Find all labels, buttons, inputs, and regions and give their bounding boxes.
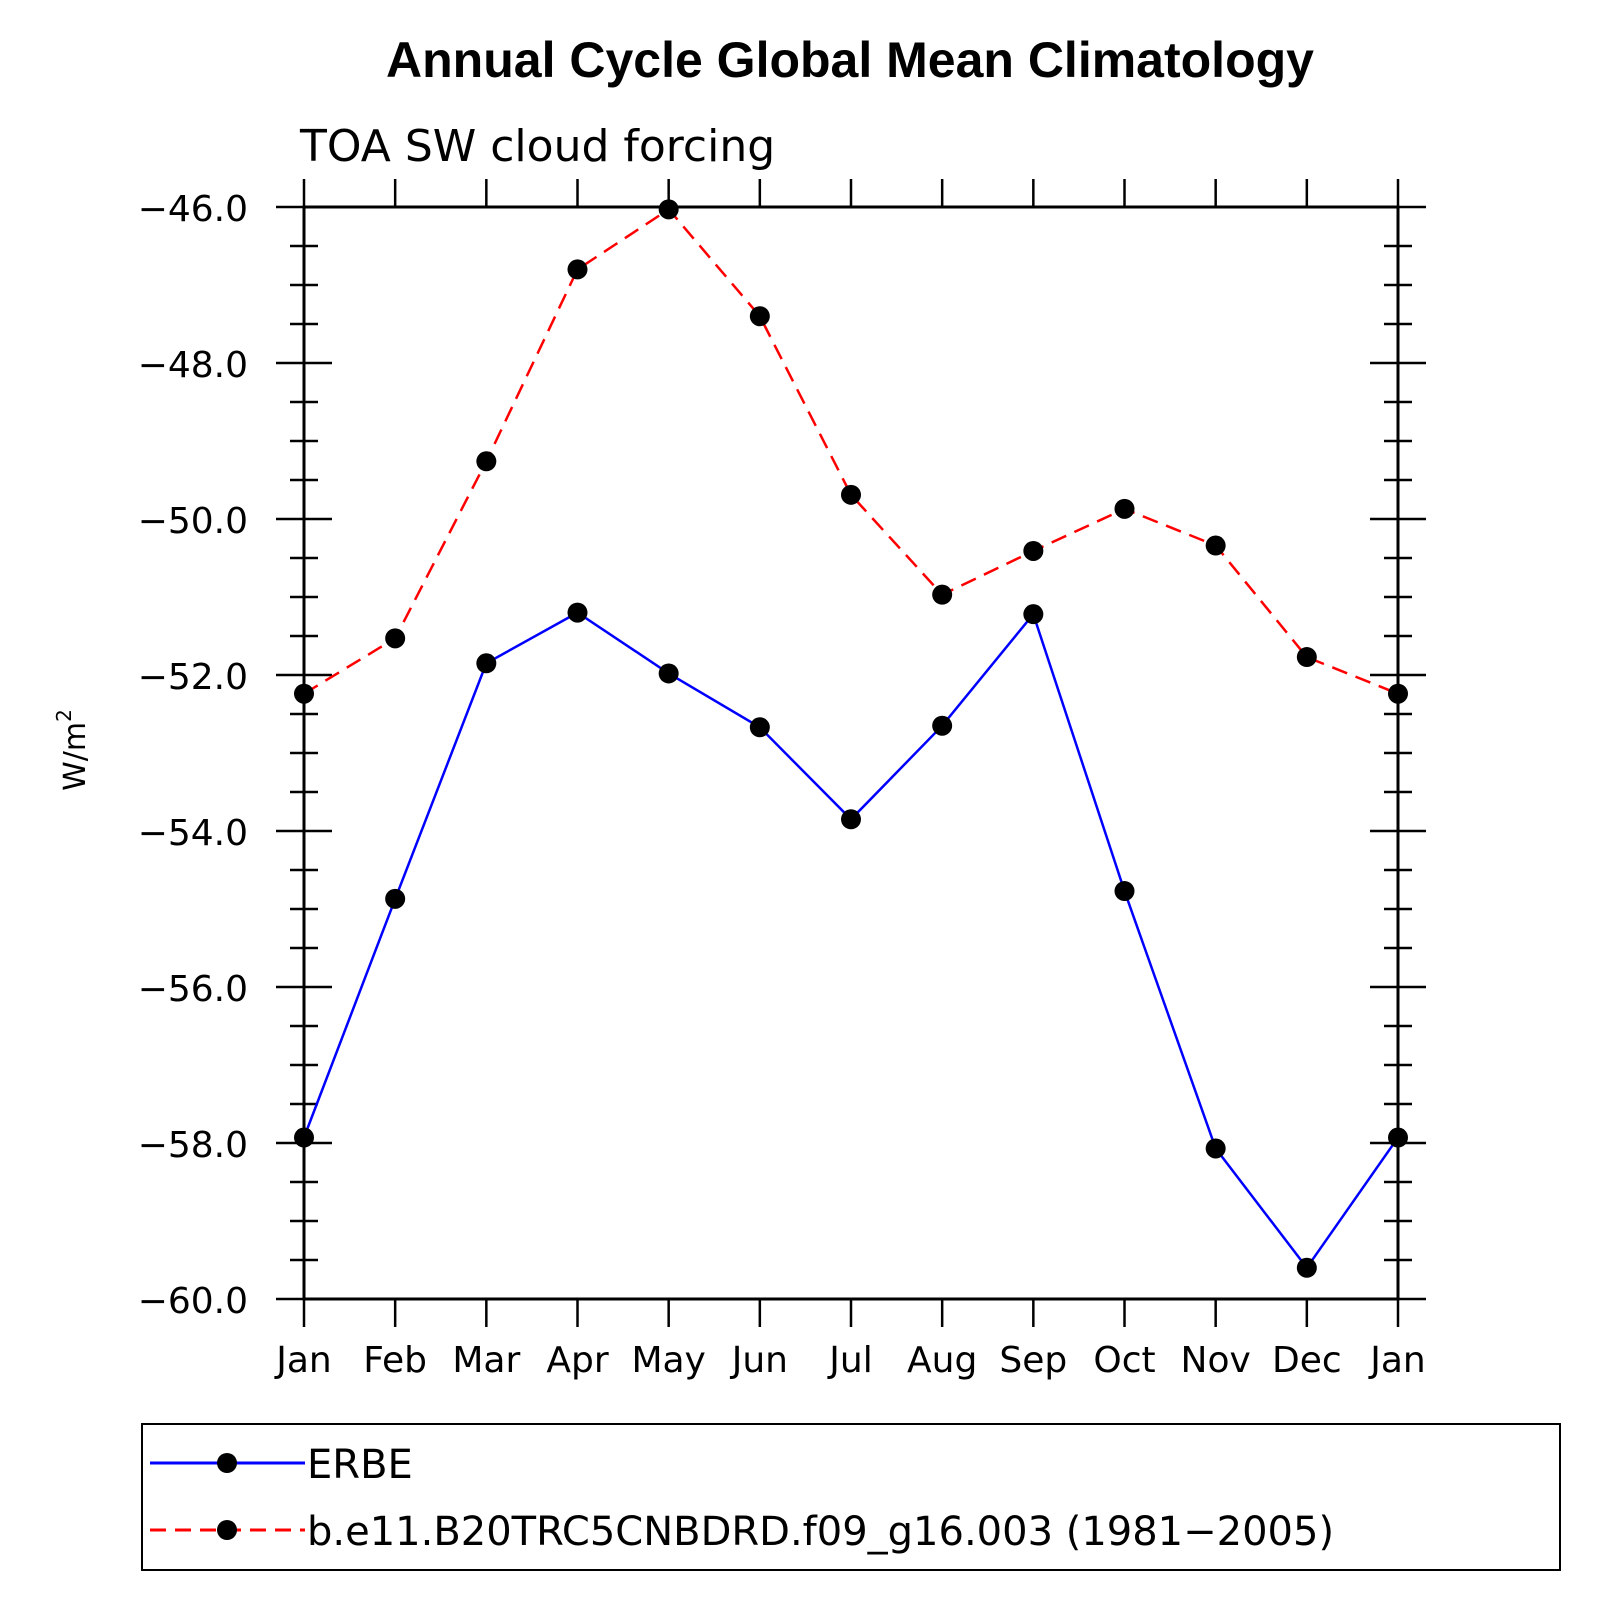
- data-point-series-0: [658, 663, 679, 684]
- chart-title: Annual Cycle Global Mean Climatology: [386, 32, 1314, 88]
- y-tick-label: −46.0: [138, 189, 248, 230]
- legend: ERBE b.e11.B20TRC5CNBDRD.f09_g16.003 (19…: [141, 1423, 1561, 1571]
- data-point-series-1: [932, 584, 953, 605]
- x-tick-label: Apr: [546, 1340, 608, 1381]
- legend-label-model: b.e11.B20TRC5CNBDRD.f09_g16.003 (1981−20…: [307, 1509, 1334, 1555]
- y-tick-label: −56.0: [138, 969, 248, 1010]
- data-point-series-1: [1205, 535, 1226, 556]
- data-point-series-0: [1023, 604, 1044, 625]
- data-point-series-1: [749, 306, 770, 327]
- data-point-series-0: [567, 602, 588, 623]
- data-point-series-0: [1205, 1138, 1226, 1159]
- data-point-series-1: [1023, 540, 1044, 561]
- x-tick-label: Mar: [452, 1340, 520, 1381]
- x-tick-label: Dec: [1272, 1340, 1342, 1381]
- data-point-series-0: [841, 809, 861, 830]
- y-tick-label: −52.0: [138, 657, 248, 698]
- x-tick-label: Jan: [274, 1340, 332, 1381]
- x-tick-label: Jan: [1368, 1340, 1426, 1381]
- y-axis-label: W/m2: [52, 709, 93, 791]
- data-point-series-0: [1296, 1257, 1317, 1278]
- data-point-series-0: [1114, 881, 1135, 902]
- legend-marker-erbe: [217, 1453, 237, 1473]
- y-tick-labels: −46.0 −48.0 −50.0 −52.0 −54.0 −56.0 −58.0 −60.0: [138, 189, 248, 1322]
- data-point-series-0: [932, 715, 953, 736]
- series-line-1: [303, 207, 1399, 695]
- legend-box: [141, 1423, 1561, 1571]
- data-point-series-0: [749, 717, 770, 738]
- series-line-0: [302, 611, 1400, 1270]
- series-layer: [294, 199, 1408, 1278]
- legend-label-erbe: ERBE: [307, 1442, 413, 1488]
- y-tick-label: −48.0: [138, 345, 248, 386]
- chart-subtitle: TOA SW cloud forcing: [299, 121, 775, 172]
- y-axis-label-text: W/m: [58, 722, 93, 791]
- x-tick-label: Sep: [999, 1340, 1067, 1381]
- svg-text:W/m2: W/m2: [52, 709, 93, 791]
- plot-frame: [302, 205, 1400, 1301]
- data-point-series-1: [658, 199, 679, 220]
- data-point-series-1: [567, 259, 588, 280]
- y-tick-label: −54.0: [138, 813, 248, 854]
- x-tick-label: Feb: [363, 1340, 427, 1381]
- data-point-series-1: [1114, 498, 1135, 519]
- y-tick-label: −50.0: [138, 501, 248, 542]
- data-point-series-1: [1296, 647, 1317, 668]
- y-tick-label: −58.0: [138, 1125, 248, 1166]
- x-tick-label: May: [631, 1340, 705, 1381]
- y-tick-label: −60.0: [138, 1281, 248, 1322]
- data-point-series-0: [476, 653, 497, 674]
- x-tick-label: Aug: [907, 1340, 977, 1381]
- x-tick-label: Oct: [1093, 1340, 1155, 1381]
- x-tick-label: Nov: [1181, 1340, 1251, 1381]
- x-tick-label: Jun: [730, 1340, 788, 1381]
- y-axis-label-superscript: 2: [52, 709, 76, 722]
- data-point-series-0: [385, 888, 406, 909]
- legend-marker-model: [217, 1520, 237, 1540]
- x-tick-label: Jul: [827, 1340, 872, 1381]
- x-tick-labels: Jan Feb Mar Apr May Jun Jul Aug Sep Oct Nov Dec Jan: [274, 1340, 1426, 1381]
- data-point-series-1: [385, 628, 406, 649]
- axis-ticks: [276, 179, 1426, 1327]
- data-point-series-1: [476, 451, 497, 472]
- data-point-series-1: [841, 484, 861, 505]
